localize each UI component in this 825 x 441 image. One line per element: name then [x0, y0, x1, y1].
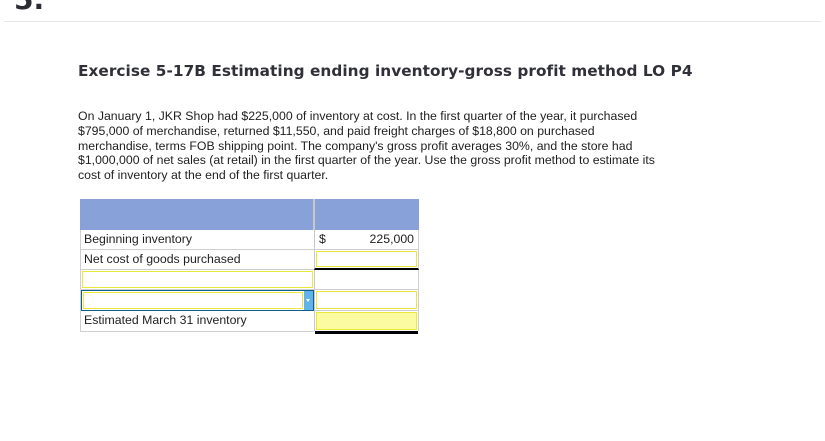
header-amount-cell: [314, 199, 419, 230]
dollar-sign: $: [319, 232, 326, 246]
worksheet-header-row: [80, 199, 419, 230]
beginning-inventory-amount: 225,000: [369, 232, 414, 246]
account-select[interactable]: [81, 290, 314, 311]
chevron-down-icon[interactable]: [304, 291, 313, 310]
double-underline: [315, 331, 418, 334]
estimated-inventory-amount-cell: [314, 311, 419, 334]
blank-amount-cell: [314, 270, 419, 290]
problem-line: $1,000,000 of net sales (at retail) in t…: [78, 153, 655, 168]
table-row-blank-input: [80, 270, 419, 290]
dropdown-amount-cell: [314, 290, 419, 311]
problem-line: merchandise, terms FOB shipping point. T…: [78, 138, 633, 153]
question-number: 5.: [14, 0, 44, 14]
problem-text: On January 1, JKR Shop had $225,000 of i…: [78, 109, 698, 183]
dropdown-amount-input[interactable]: [316, 291, 417, 309]
net-cost-label: Net cost of goods purchased: [80, 250, 314, 270]
exercise-title: Exercise 5-17B Estimating ending invento…: [78, 62, 693, 80]
beginning-inventory-label: Beginning inventory: [80, 230, 314, 250]
table-row-dropdown: [80, 290, 419, 311]
estimated-inventory-label: Estimated March 31 inventory: [80, 311, 314, 332]
header-label-cell: [80, 199, 314, 230]
estimated-inventory-amount-input[interactable]: [316, 312, 417, 330]
net-cost-amount-cell: [314, 250, 419, 270]
top-divider: [4, 21, 821, 22]
table-row-beginning-inventory: Beginning inventory $ 225,000: [80, 230, 419, 250]
beginning-inventory-amount-cell: $ 225,000: [314, 230, 419, 250]
net-cost-amount-input[interactable]: [316, 251, 417, 267]
account-select-value[interactable]: [83, 292, 303, 309]
blank-label-input[interactable]: [82, 271, 313, 288]
table-row-net-cost-of-goods-purchased: Net cost of goods purchased: [80, 250, 419, 270]
problem-line: cost of inventory at the end of the firs…: [78, 168, 329, 183]
problem-line: $795,000 of merchandise, returned $11,55…: [78, 123, 595, 138]
problem-line: On January 1, JKR Shop had $225,000 of i…: [78, 109, 638, 123]
blank-label-cell: [80, 270, 314, 290]
table-row-estimated-inventory: Estimated March 31 inventory: [80, 311, 419, 334]
dropdown-label-cell: [80, 290, 314, 311]
